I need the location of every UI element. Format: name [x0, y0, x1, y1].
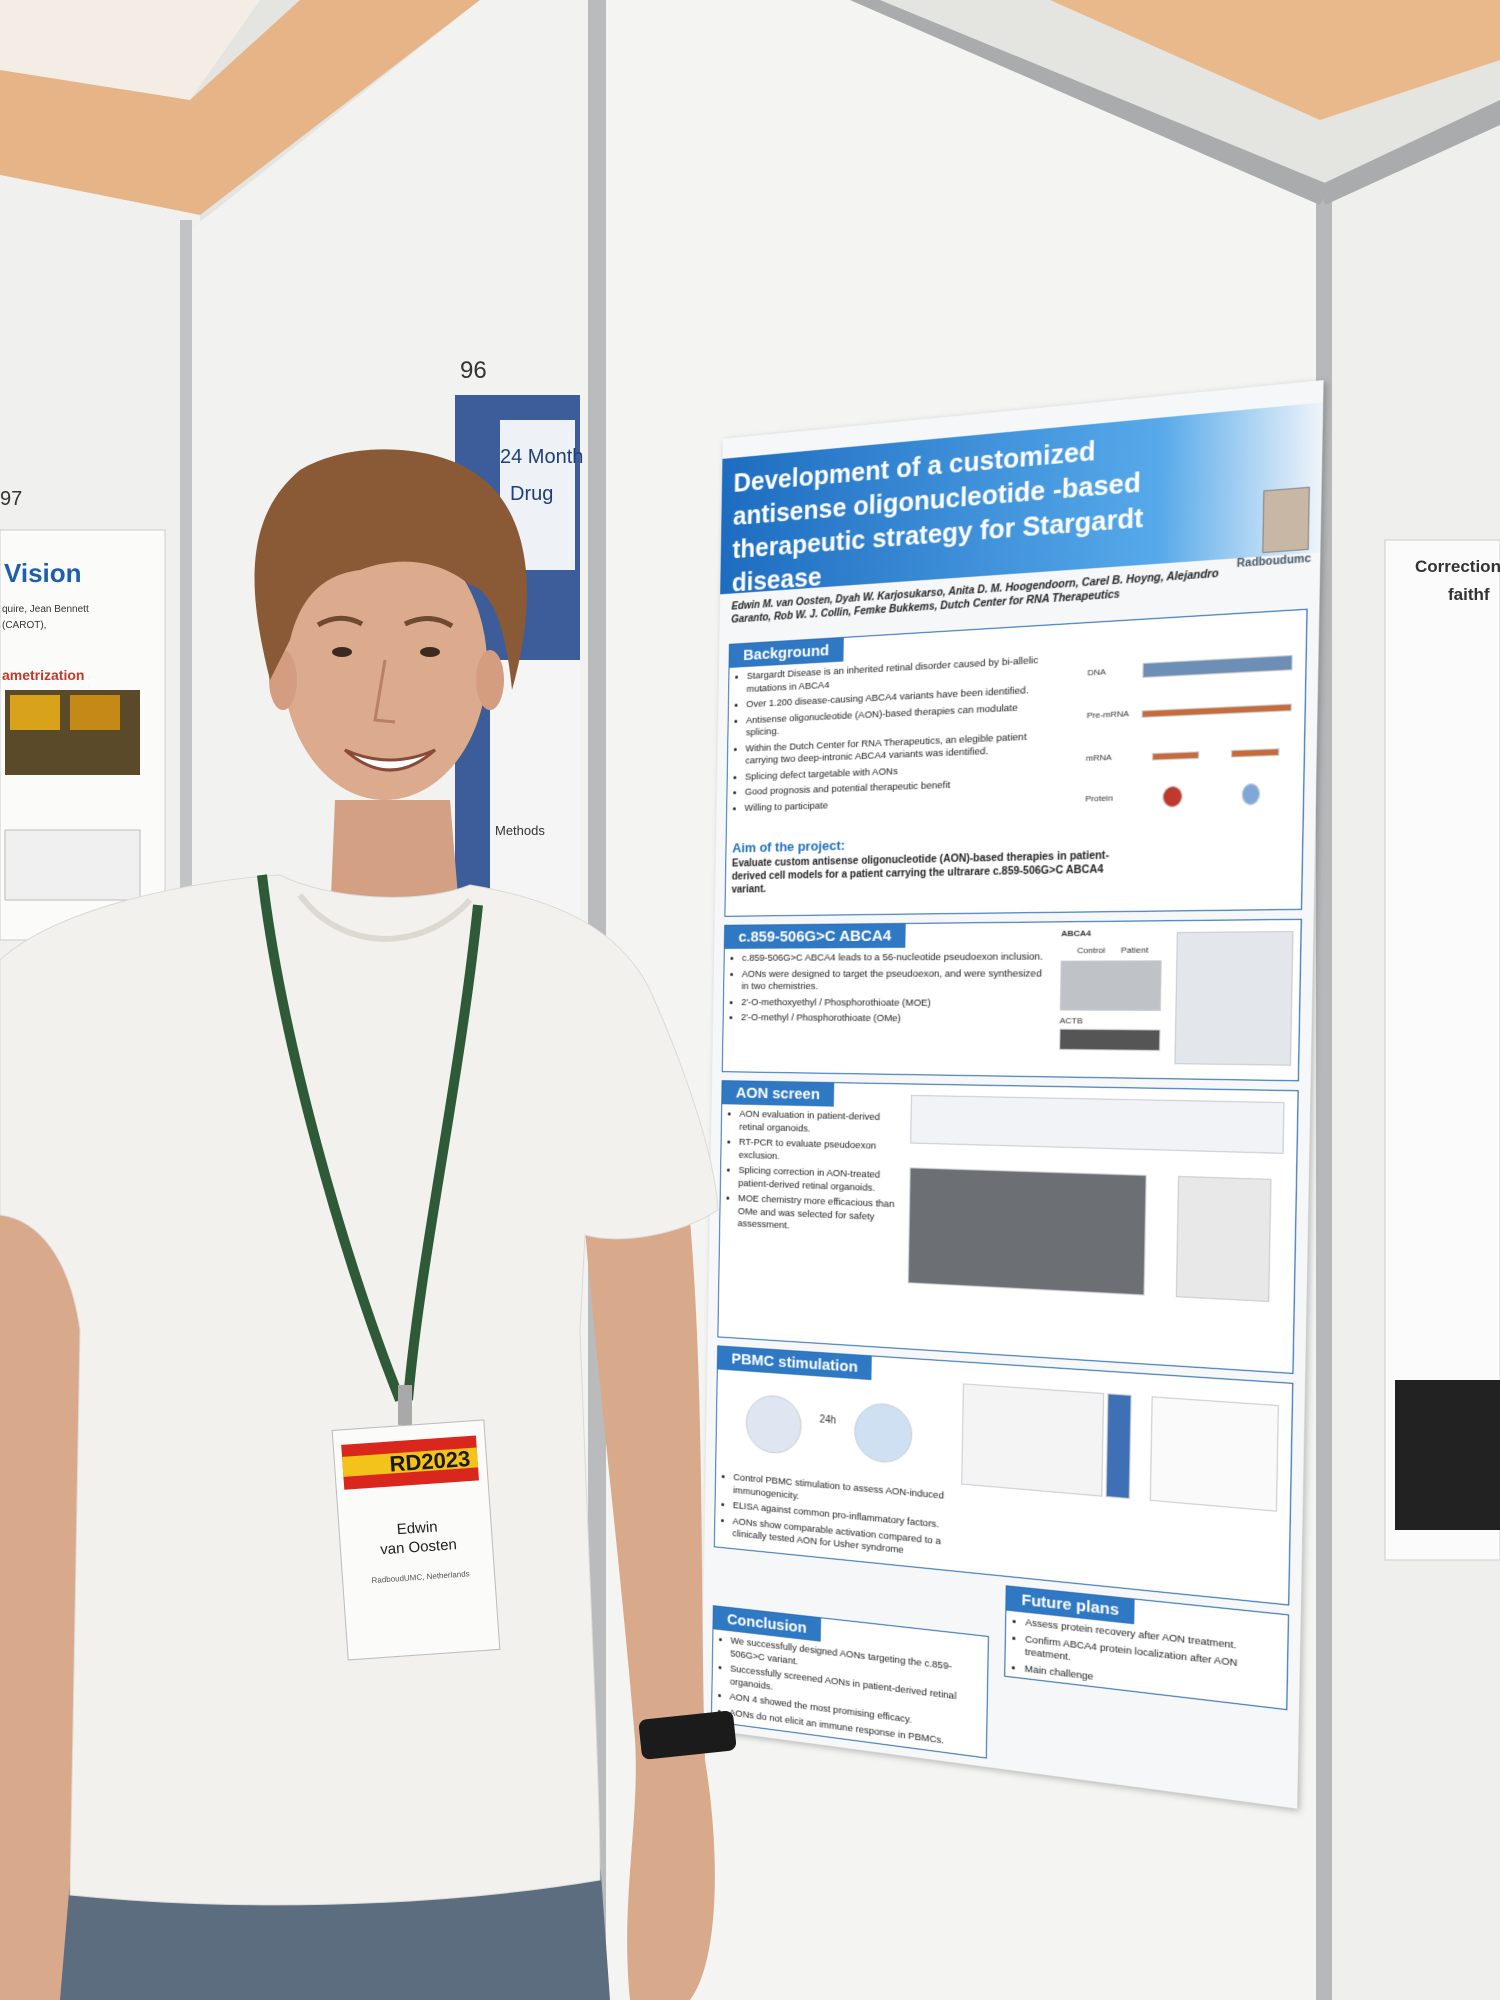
- section-heading: Background: [729, 637, 844, 668]
- bullet: RT-PCR to evaluate pseudoexon exclusion.: [739, 1137, 901, 1167]
- bullet-list: Control PBMC stimulation to assess AON-i…: [715, 1470, 974, 1567]
- poster-number: 97: [0, 488, 22, 510]
- bullet: c.859-506G>C ABCA4 leads to a 56-nucleot…: [742, 951, 1052, 965]
- bullet-list: We successfully designed AONs targeting …: [712, 1633, 983, 1752]
- pbmc-figure: [745, 1393, 803, 1456]
- dna-figure: [1142, 654, 1293, 678]
- section-heading: PBMC stimulation: [717, 1346, 873, 1381]
- poster-title: Vision: [4, 558, 82, 588]
- poster-title: Correction: [1415, 557, 1500, 576]
- bullet-list: c.859-506G>C ABCA4 leads to a 56-nucleot…: [724, 951, 1053, 1027]
- poster-figure: [4, 829, 141, 901]
- poster-title: Drug: [510, 483, 553, 505]
- middle-panel: [190, 0, 600, 2000]
- ceiling-beam: [1050, 0, 1500, 120]
- figure-label: ACTB: [1059, 1015, 1083, 1026]
- heatmap: [961, 1383, 1105, 1497]
- figure-label: Protein: [1085, 793, 1114, 804]
- rt-pcr-gel: [907, 1167, 1147, 1296]
- figure-label: Patient: [1120, 945, 1149, 956]
- figure-label: Control: [1077, 945, 1106, 956]
- mrna-figure: [1151, 751, 1200, 761]
- poster-title: 24 Month: [500, 446, 583, 468]
- left-panel: [0, 175, 200, 2000]
- poster-number: 96: [460, 357, 487, 384]
- bullet: AONs were designed to target the pseudoe…: [741, 968, 1052, 995]
- bullet: AON evaluation in patient-derived retina…: [739, 1109, 901, 1138]
- quantification-plot: [1175, 1175, 1272, 1303]
- section: Future plans Assess protein recovery aft…: [1004, 1585, 1290, 1711]
- ceiling-light: [0, 0, 260, 100]
- section: PBMC stimulation 24h Control PBMC stimul…: [713, 1345, 1294, 1606]
- figure-label: DNA: [1087, 666, 1107, 678]
- pre-mrna-figure: [1141, 703, 1292, 718]
- aim-text: Evaluate custom antisense oligonucleotid…: [731, 850, 1110, 896]
- mrna-figure: [1230, 748, 1280, 758]
- panel-rail: [1320, 100, 1500, 205]
- figure-label: Pre-mRNA: [1086, 708, 1130, 721]
- bullet: 2'-O-methoxyethyl / Phosphorothioate (MO…: [741, 997, 1051, 1011]
- figure-label: mRNA: [1085, 752, 1112, 764]
- author-photo: [1262, 486, 1310, 554]
- bullet-list: AON evaluation in patient-derived retina…: [720, 1108, 901, 1238]
- panel-post: [180, 220, 192, 2000]
- bullet: 2'-O-methyl / Phosphorothioate (OMe): [741, 1012, 1051, 1027]
- cytokine-figure: [853, 1401, 913, 1465]
- panel-post: [588, 0, 606, 2000]
- poster-affiliation: (CAROT),: [2, 620, 46, 631]
- section: Background Stargardt Disease is an inher…: [724, 608, 1308, 917]
- bullet: Splicing correction in AON-treated patie…: [738, 1165, 900, 1196]
- main-poster: Development of a customized antisense ol…: [701, 380, 1324, 1809]
- section: Conclusion We successfully designed AONs…: [710, 1605, 989, 1759]
- middle-poster-body: [490, 660, 580, 980]
- figure-label: ABCA4: [1061, 928, 1092, 939]
- section-heading: c.859-506G>C ABCA4: [724, 923, 906, 949]
- poster-authors: quire, Jean Bennett: [2, 604, 89, 615]
- gel-figure: [1059, 960, 1162, 1012]
- aim-box: Aim of the project: Evaluate custom anti…: [731, 830, 1120, 896]
- bullet-list: Stargardt Disease is an inherited retina…: [727, 654, 1058, 816]
- panel-rail: [850, 0, 1330, 205]
- protein-figure: [1241, 782, 1261, 806]
- poster-side-label: Acuity: [548, 1504, 581, 1518]
- organoid-workflow: [910, 1094, 1285, 1154]
- poster-title: faithf: [1448, 585, 1490, 604]
- cytokine-plot: [1149, 1396, 1279, 1512]
- protein-figure: [1162, 785, 1183, 808]
- poster-figure: [1395, 1380, 1500, 1530]
- ceiling-beam: [0, 0, 480, 215]
- figure-label: 24h: [819, 1414, 837, 1427]
- gene-diagram: [1174, 931, 1294, 1066]
- poster-figure: [10, 695, 60, 730]
- bullet: MOE chemistry more efficacious than OMe …: [737, 1193, 899, 1238]
- poster-section: Methods: [495, 823, 545, 838]
- section: AON screen AON evaluation in patient-der…: [717, 1080, 1299, 1375]
- bullet-list: Assess protein recovery after AON treatm…: [1005, 1615, 1285, 1710]
- section-heading: AON screen: [722, 1081, 835, 1107]
- gel-figure: [1059, 1028, 1161, 1052]
- heatmap-scale: [1105, 1393, 1132, 1500]
- poster-figure: [70, 695, 120, 730]
- panel-post: [1316, 190, 1332, 2000]
- section: c.859-506G>C ABCA4 c.859-506G>C ABCA4 le…: [721, 918, 1302, 1082]
- poster-section: ametrization: [2, 667, 84, 683]
